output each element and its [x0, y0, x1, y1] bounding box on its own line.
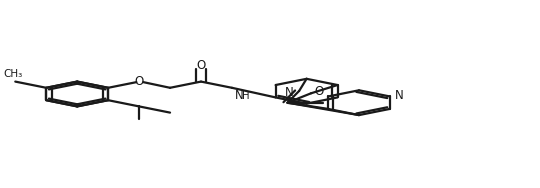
Text: N: N [395, 89, 404, 102]
Text: N: N [234, 89, 244, 102]
Text: O: O [197, 59, 206, 72]
Text: N: N [285, 86, 294, 99]
Text: O: O [134, 75, 144, 88]
Text: H: H [242, 91, 249, 101]
Text: O: O [315, 85, 324, 98]
Text: CH₃: CH₃ [3, 69, 22, 79]
